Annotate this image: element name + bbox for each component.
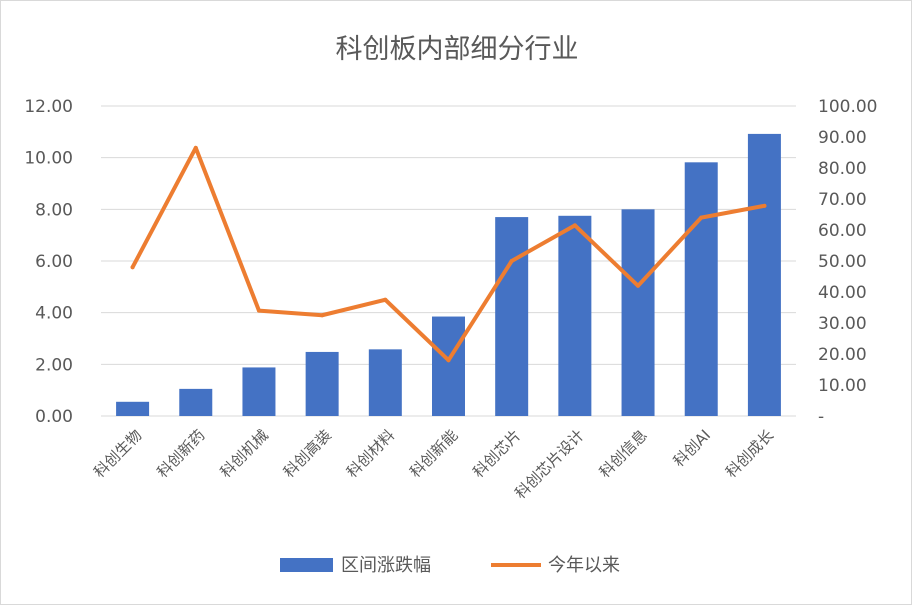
category-label: 科创生物 (90, 426, 145, 481)
right-tick-label: 50.00 (818, 252, 867, 272)
line-point (446, 358, 451, 363)
line-point (699, 215, 704, 220)
category-label: 科创机械 (217, 426, 272, 481)
category-label: 科创高装 (280, 426, 335, 481)
line-point (383, 297, 388, 302)
line-point (636, 283, 641, 288)
bar (242, 367, 276, 416)
chart-title: 科创板内部细分行业 (336, 34, 579, 65)
right-tick-label: 70.00 (818, 190, 867, 210)
legend-swatch-bar (280, 558, 333, 572)
left-tick-label: 0.00 (35, 407, 73, 427)
left-tick-label: 4.00 (35, 304, 73, 324)
left-tick-label: 12.00 (24, 97, 73, 117)
bar (684, 162, 718, 416)
line-point (256, 308, 261, 313)
right-tick-label: 60.00 (818, 221, 867, 241)
line-point (193, 145, 198, 150)
category-label: 科创芯片 (469, 426, 524, 481)
category-label: 科创AI (670, 426, 714, 470)
right-tick-label: 80.00 (818, 159, 867, 179)
left-tick-label: 6.00 (35, 252, 73, 272)
right-tick-label: 40.00 (818, 283, 867, 303)
category-label: 科创新药 (153, 426, 208, 481)
right-tick-label: 90.00 (818, 128, 867, 148)
line-point (762, 203, 767, 208)
gridlines (101, 105, 796, 417)
bar (495, 217, 529, 416)
line-point (320, 313, 325, 318)
left-tick-label: 10.00 (24, 149, 73, 169)
bar (179, 388, 213, 416)
bar (305, 351, 339, 416)
legend-label-line: 今年以来 (548, 555, 620, 576)
legend-label-bar: 区间涨跌幅 (341, 555, 431, 576)
legend: 区间涨跌幅 今年以来 (280, 555, 620, 576)
bar (747, 133, 781, 416)
bar (368, 349, 402, 416)
right-axis-ticks: - 10.00 20.00 30.00 40.00 50.00 60.00 70.00 80.0… (818, 97, 877, 427)
right-tick-label: - (818, 407, 824, 427)
right-tick-label: 10.00 (818, 376, 867, 396)
category-label: 科创成长 (722, 426, 777, 481)
bar (621, 209, 655, 416)
category-label: 科创新能 (406, 426, 461, 481)
category-label: 科创材料 (343, 426, 398, 481)
bar-series (116, 133, 781, 416)
right-tick-label: 30.00 (818, 314, 867, 334)
category-label: 科创信息 (596, 426, 651, 481)
line-point (572, 223, 577, 228)
line-series (130, 145, 767, 363)
left-axis-ticks: 0.00 2.00 4.00 6.00 8.00 10.00 12.00 (24, 97, 73, 427)
bar (432, 316, 465, 416)
bar (116, 401, 150, 416)
bar (558, 215, 592, 416)
right-tick-label: 100.00 (818, 97, 877, 117)
right-tick-label: 20.00 (818, 345, 867, 365)
left-tick-label: 2.00 (35, 355, 73, 375)
left-tick-label: 8.00 (35, 200, 73, 220)
line-point (130, 265, 135, 270)
line-point (509, 259, 514, 263)
